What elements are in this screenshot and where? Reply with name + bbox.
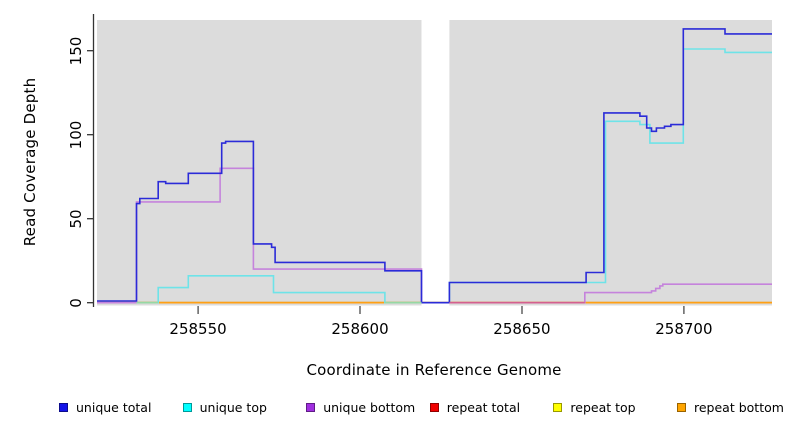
series-line-unique-total xyxy=(97,28,772,304)
legend-swatch-icon xyxy=(306,403,316,412)
plot-background-panel xyxy=(449,20,772,306)
x-axis-title: Coordinate in Reference Genome xyxy=(306,361,562,379)
legend-item-unique-top: unique top xyxy=(182,400,267,415)
y-tick-label: 150 xyxy=(67,36,85,66)
legend-label: unique bottom xyxy=(323,400,416,415)
legend-swatch-icon xyxy=(553,403,563,412)
legend-swatch-icon xyxy=(59,403,68,412)
plot-background-panel xyxy=(97,20,422,306)
y-tick-label: 100 xyxy=(67,120,85,150)
legend-swatch-icon xyxy=(677,403,686,412)
legend-item-unique-bottom: unique bottom xyxy=(306,400,415,415)
legend-item-repeat-total: repeat total xyxy=(429,400,521,415)
series-line-unique-bottom xyxy=(97,167,772,304)
y-axis-title: Read Coverage Depth xyxy=(21,77,39,247)
x-tick-label: 258700 xyxy=(655,320,713,338)
legend-label: repeat top xyxy=(570,400,636,415)
legend-label: repeat total xyxy=(446,400,521,415)
legend-item-repeat-top: repeat top xyxy=(553,400,636,415)
legend-swatch-icon xyxy=(429,403,439,412)
x-tick-label: 258550 xyxy=(169,320,227,338)
x-tick-label: 258650 xyxy=(493,320,551,338)
y-tick-label: 0 xyxy=(67,297,85,308)
y-tick-label: 50 xyxy=(67,209,85,229)
legend-item-repeat-bottom: repeat bottom xyxy=(677,400,784,415)
legend-label: unique total xyxy=(76,400,152,415)
legend-item-unique-total: unique total xyxy=(59,400,151,415)
x-tick-label: 258600 xyxy=(331,320,389,338)
legend-label: unique top xyxy=(199,400,267,415)
legend-label: repeat bottom xyxy=(694,400,784,415)
legend-swatch-icon xyxy=(182,403,192,412)
chart-svg xyxy=(87,14,772,314)
